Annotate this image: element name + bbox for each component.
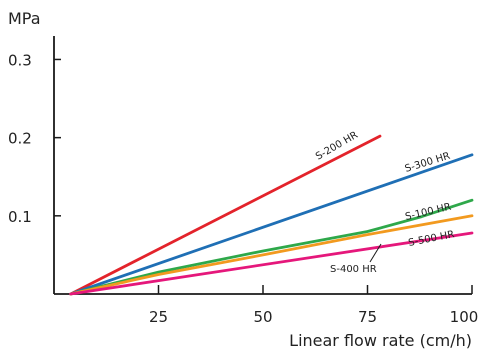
x-tick-label: 100 bbox=[450, 308, 479, 326]
y-tick-label: 0.3 bbox=[8, 51, 32, 69]
series-line-s-500-hr bbox=[69, 231, 474, 296]
series-line-s-100-hr bbox=[69, 198, 474, 296]
series-line-s-300-hr bbox=[69, 153, 474, 296]
y-axis-title: MPa bbox=[8, 9, 41, 28]
x-axis-title: Linear flow rate (cm/h) bbox=[289, 331, 472, 350]
series-line-s-200-hr bbox=[69, 134, 382, 296]
x-tick-label: 75 bbox=[358, 308, 377, 326]
series-label-s-500-hr: S-500 HR bbox=[407, 229, 455, 249]
series-label-s-400-hr: S-400 HR bbox=[330, 264, 377, 275]
series-layer bbox=[69, 134, 474, 296]
y-tick-label: 0.1 bbox=[8, 208, 32, 226]
x-tick-label: 25 bbox=[149, 308, 168, 326]
ticks: 25 50 75 100 0.1 0.2 0.3 bbox=[8, 51, 478, 326]
x-tick-label: 50 bbox=[253, 308, 272, 326]
y-tick-label: 0.2 bbox=[8, 130, 32, 148]
leader-line-s-400-hr bbox=[369, 243, 382, 263]
series-line-s-400-hr bbox=[69, 214, 474, 296]
